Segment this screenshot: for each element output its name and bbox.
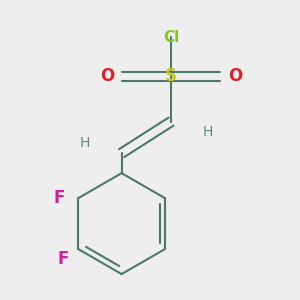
Text: S: S — [165, 68, 177, 85]
Text: F: F — [58, 250, 69, 268]
Text: F: F — [53, 189, 65, 207]
Text: Cl: Cl — [163, 30, 179, 45]
Text: H: H — [80, 136, 90, 150]
Text: H: H — [202, 125, 213, 139]
Text: O: O — [100, 68, 114, 85]
Text: O: O — [228, 68, 242, 85]
